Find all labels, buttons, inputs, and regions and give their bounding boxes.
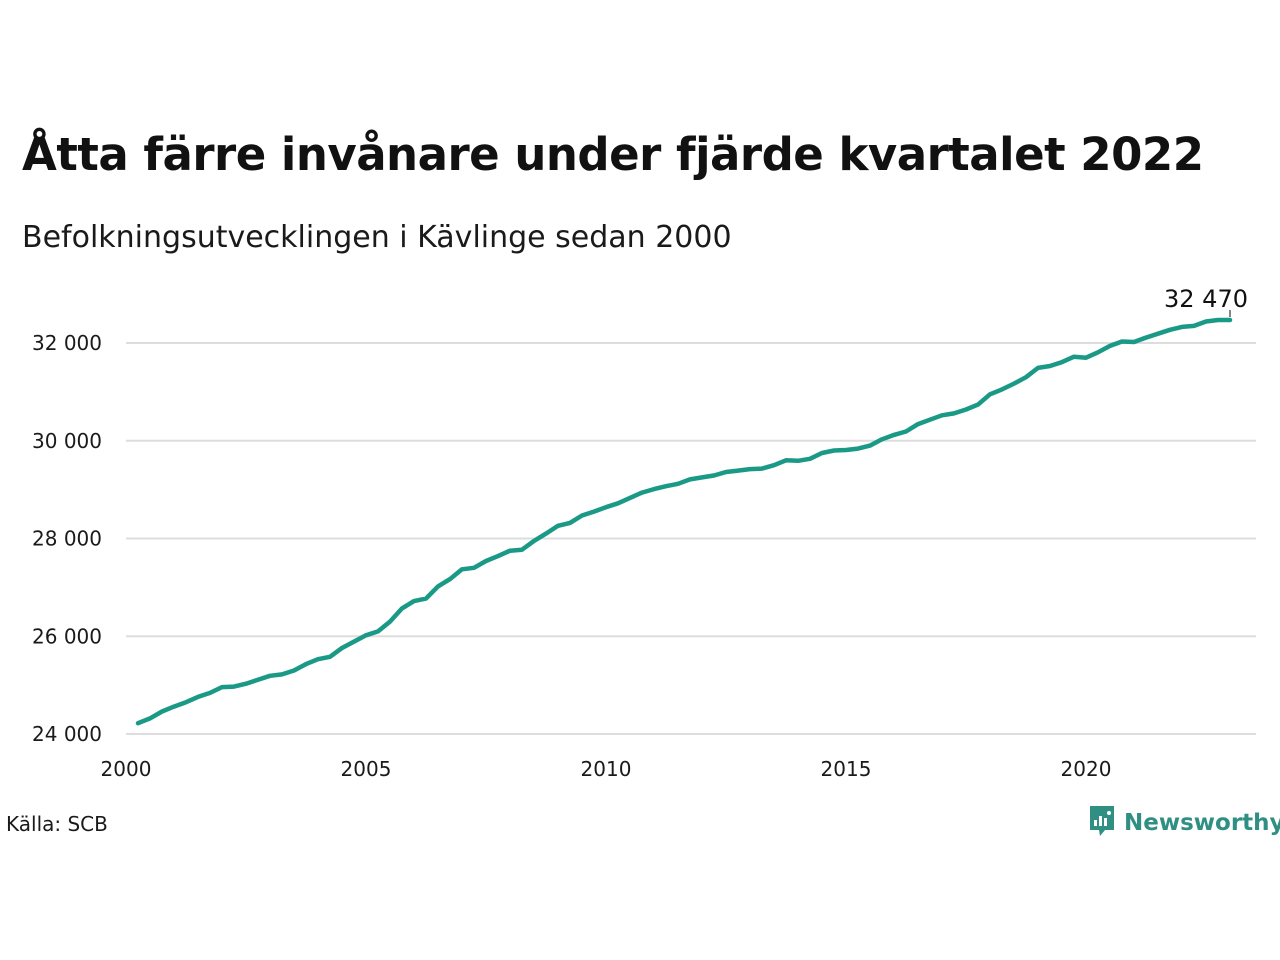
series-line-layer — [135, 317, 1233, 726]
x-tick-label: 2005 — [341, 757, 392, 781]
brand-name: Newsworthy — [1124, 810, 1280, 836]
chart-subtitle: Befolkningsutvecklingen i Kävlinge sedan… — [22, 220, 732, 255]
y-tick-label: 24 000 — [32, 722, 102, 746]
y-tick-label: 32 000 — [32, 331, 102, 355]
y-tick-label: 28 000 — [32, 527, 102, 551]
end-value-label: 32 470 — [1164, 285, 1248, 313]
y-tick-label: 30 000 — [32, 429, 102, 453]
brand-logo: Newsworthy — [1088, 804, 1280, 842]
x-tick-label: 2000 — [101, 757, 152, 781]
newsworthy-logo-icon — [1088, 804, 1116, 842]
x-tick-label: 2020 — [1061, 757, 1112, 781]
chart-title: Åtta färre invånare under fjärde kvartal… — [22, 128, 1204, 181]
y-axis-ticks: 24 000 26 000 28 000 30 000 32 000 — [32, 331, 102, 746]
grid-lines — [126, 342, 1256, 735]
x-tick-label: 2015 — [821, 757, 872, 781]
series-line — [135, 317, 1233, 726]
end-label-layer: 32 470 — [1164, 285, 1248, 318]
x-axis-ticks: 2000 2005 2010 2015 2020 — [101, 757, 1112, 781]
x-tick-label: 2010 — [581, 757, 632, 781]
y-tick-label: 26 000 — [32, 624, 102, 648]
source-note: Källa: SCB — [6, 812, 108, 836]
